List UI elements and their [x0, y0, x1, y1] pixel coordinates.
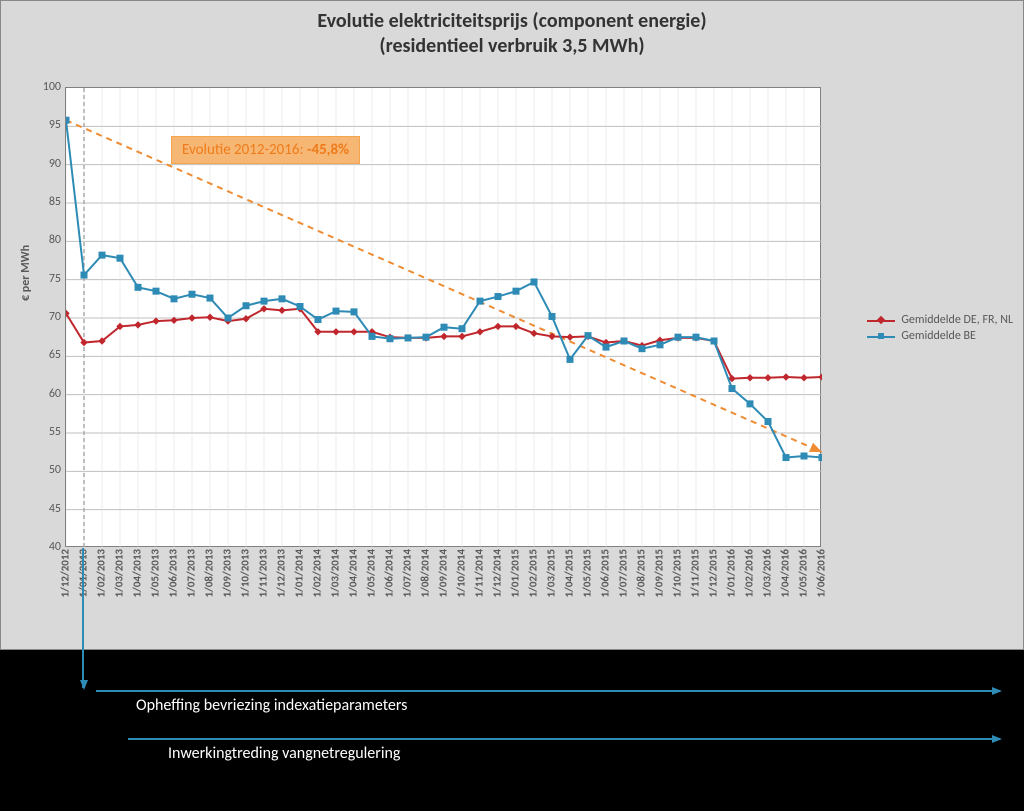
x-tick-label: 1/09/2014	[437, 549, 450, 597]
x-tick-label: 1/04/2016	[779, 549, 792, 597]
x-tick-label: 1/12/2014	[491, 549, 504, 597]
y-tick-label: 70	[31, 310, 61, 324]
annotation-prefix: Evolutie 2012-2016:	[182, 141, 307, 159]
y-tick-label: 75	[31, 272, 61, 286]
x-tick-label: 1/06/2015	[599, 549, 612, 597]
annotation-value: -45,8%	[307, 141, 349, 159]
y-tick-label: 50	[31, 463, 61, 477]
x-tick-label: 1/11/2015	[689, 549, 702, 597]
x-tick-label: 1/05/2015	[581, 549, 594, 597]
x-tick-label: 1/04/2014	[347, 549, 360, 597]
x-tick-label: 1/10/2013	[239, 549, 252, 597]
y-ticks: 404550556065707580859095100	[31, 87, 61, 547]
x-tick-label: 1/02/2015	[527, 549, 540, 597]
x-tick-label: 1/12/2015	[707, 549, 720, 597]
legend-label: Gemiddelde BE	[901, 329, 976, 343]
legend: Gemiddelde DE, FR, NL Gemiddelde BE	[867, 311, 1013, 345]
x-tick-label: 1/11/2014	[473, 549, 486, 597]
chart-title: Evolutie elektriciteitsprijs (component …	[1, 1, 1023, 59]
x-tick-label: 1/03/2015	[545, 549, 558, 597]
x-tick-label: 1/06/2013	[167, 549, 180, 597]
footer-zone: Opheffing bevriezing indexatieparameters…	[0, 650, 1024, 811]
x-tick-label: 1/06/2016	[815, 549, 828, 597]
x-tick-label: 1/09/2013	[221, 549, 234, 597]
x-tick-label: 1/06/2014	[383, 549, 396, 597]
x-tick-label: 1/01/2016	[725, 549, 738, 597]
x-tick-label: 1/05/2014	[365, 549, 378, 597]
x-tick-label: 1/04/2013	[131, 549, 144, 597]
y-tick-label: 60	[31, 387, 61, 401]
footer-timeline-label: Inwerkingtreding vangnetregulering	[168, 744, 400, 763]
legend-label: Gemiddelde DE, FR, NL	[901, 313, 1013, 327]
x-tick-label: 1/03/2014	[329, 549, 342, 597]
x-tick-label: 1/02/2016	[743, 549, 756, 597]
x-tick-label: 1/08/2015	[635, 549, 648, 597]
y-tick-label: 45	[31, 502, 61, 516]
x-tick-label: 1/10/2015	[671, 549, 684, 597]
x-tick-label: 1/07/2015	[617, 549, 630, 597]
legend-item: Gemiddelde BE	[867, 329, 1013, 343]
x-ticks: 1/12/20121/01/20131/02/20131/03/20131/04…	[65, 549, 821, 645]
y-tick-label: 65	[31, 348, 61, 362]
legend-item: Gemiddelde DE, FR, NL	[867, 313, 1013, 327]
x-tick-label: 1/03/2016	[761, 549, 774, 597]
footer-timeline-label: Opheffing bevriezing indexatieparameters	[136, 696, 407, 715]
x-tick-label: 1/05/2013	[149, 549, 162, 597]
y-tick-label: 80	[31, 233, 61, 247]
x-tick-label: 1/07/2013	[185, 549, 198, 597]
x-tick-label: 1/02/2013	[95, 549, 108, 597]
chart-title-line1: Evolutie elektriciteitsprijs (component …	[1, 9, 1023, 34]
x-tick-label: 1/09/2015	[653, 549, 666, 597]
footer-timeline-arrow	[96, 690, 1000, 692]
x-tick-label: 1/11/2013	[257, 549, 270, 597]
y-tick-label: 90	[31, 157, 61, 171]
y-tick-label: 40	[31, 540, 61, 554]
x-tick-label: 1/12/2012	[59, 549, 72, 597]
chart-card: Evolutie elektriciteitsprijs (component …	[0, 0, 1024, 650]
x-tick-label: 1/01/2015	[509, 549, 522, 597]
y-tick-label: 95	[31, 118, 61, 132]
x-tick-label: 1/10/2014	[455, 549, 468, 597]
trend-annotation: Evolutie 2012-2016: -45,8%	[171, 136, 360, 164]
x-tick-label: 1/01/2014	[293, 549, 306, 597]
x-tick-label: 1/08/2013	[203, 549, 216, 597]
x-tick-label: 1/05/2016	[797, 549, 810, 597]
x-tick-label: 1/04/2015	[563, 549, 576, 597]
x-tick-label: 1/03/2013	[113, 549, 126, 597]
y-tick-label: 100	[31, 80, 61, 94]
footer-drop-arrow	[82, 548, 84, 688]
x-tick-label: 1/02/2014	[311, 549, 324, 597]
chart-title-line2: (residentieel verbruik 3,5 MWh)	[1, 34, 1023, 59]
y-tick-label: 55	[31, 425, 61, 439]
x-tick-label: 1/08/2014	[419, 549, 432, 597]
y-tick-label: 85	[31, 195, 61, 209]
footer-timeline-arrow	[128, 738, 1000, 740]
x-tick-label: 1/07/2014	[401, 549, 414, 597]
x-tick-label: 1/12/2013	[275, 549, 288, 597]
